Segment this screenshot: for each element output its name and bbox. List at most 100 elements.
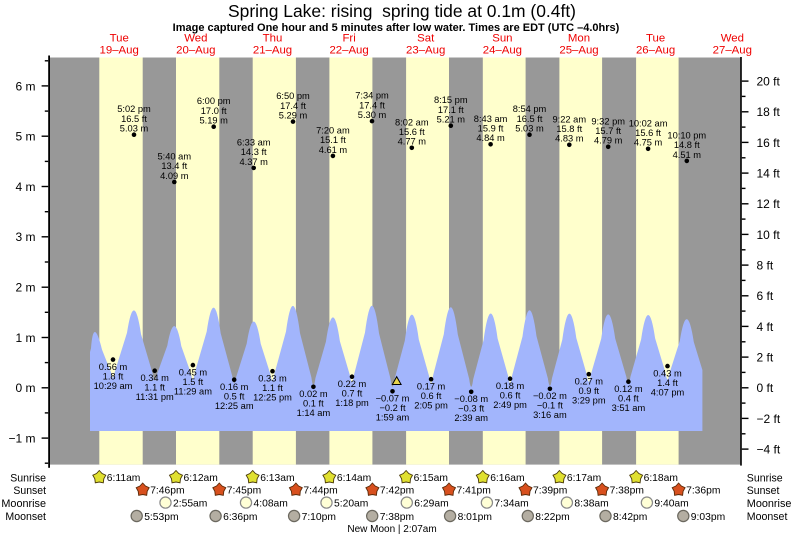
svg-text:7:36pm: 7:36pm	[686, 486, 720, 497]
svg-text:15.1 ft: 15.1 ft	[320, 135, 346, 145]
svg-text:3:29 pm: 3:29 pm	[572, 396, 606, 406]
svg-text:19–Aug: 19–Aug	[100, 45, 139, 57]
svg-text:Spring Lake: rising spring ti: Spring Lake: rising spring tide at 0.1m …	[228, 1, 576, 21]
svg-text:Thu: Thu	[263, 33, 283, 45]
svg-text:Tue: Tue	[110, 33, 129, 45]
svg-text:12 ft: 12 ft	[757, 197, 781, 211]
svg-text:Moonrise: Moonrise	[747, 498, 792, 510]
svg-text:−1 m: −1 m	[8, 432, 35, 446]
svg-text:0.02 m: 0.02 m	[299, 389, 328, 399]
svg-text:−0.2 ft: −0.2 ft	[379, 403, 406, 413]
svg-text:Tue: Tue	[646, 33, 665, 45]
svg-text:18 ft: 18 ft	[757, 105, 781, 119]
svg-text:0.16 m: 0.16 m	[220, 382, 249, 392]
svg-text:15.6 ft: 15.6 ft	[635, 128, 661, 138]
svg-text:0.18 m: 0.18 m	[496, 381, 525, 391]
svg-text:7:10pm: 7:10pm	[302, 512, 336, 523]
svg-text:8:38am: 8:38am	[574, 498, 608, 509]
svg-text:6 ft: 6 ft	[757, 289, 774, 303]
svg-text:6:12am: 6:12am	[184, 473, 218, 484]
svg-text:9:22 am: 9:22 am	[553, 114, 587, 124]
svg-text:−0.07 m: −0.07 m	[376, 394, 410, 404]
svg-text:2 ft: 2 ft	[757, 351, 774, 365]
svg-text:8:15 pm: 8:15 pm	[434, 95, 468, 105]
svg-text:1.5 ft: 1.5 ft	[183, 377, 204, 387]
svg-text:7:34 pm: 7:34 pm	[355, 91, 389, 101]
svg-text:0 ft: 0 ft	[757, 381, 774, 395]
svg-text:0.43 m: 0.43 m	[653, 368, 682, 378]
svg-text:14.8 ft: 14.8 ft	[674, 140, 700, 150]
svg-text:26–Aug: 26–Aug	[636, 45, 675, 57]
svg-text:8:43 am: 8:43 am	[474, 114, 508, 124]
svg-text:0.34 m: 0.34 m	[140, 373, 169, 383]
svg-text:0.9 ft: 0.9 ft	[578, 386, 599, 396]
svg-text:Sunrise: Sunrise	[747, 473, 783, 485]
svg-text:10 ft: 10 ft	[757, 228, 781, 242]
svg-text:0.27 m: 0.27 m	[575, 377, 604, 387]
svg-text:9:40am: 9:40am	[654, 498, 688, 509]
svg-text:Sunrise: Sunrise	[10, 473, 46, 485]
svg-text:5 m: 5 m	[15, 130, 35, 144]
svg-text:5:02 pm: 5:02 pm	[117, 104, 151, 114]
svg-text:1.1 ft: 1.1 ft	[144, 383, 165, 393]
svg-text:New Moon | 2:07am: New Moon | 2:07am	[347, 524, 436, 535]
svg-text:−2 ft: −2 ft	[757, 412, 781, 426]
svg-text:4 m: 4 m	[15, 180, 35, 194]
svg-text:4 ft: 4 ft	[757, 320, 774, 334]
svg-text:11:29 am: 11:29 am	[174, 386, 212, 396]
svg-text:6:17am: 6:17am	[567, 473, 601, 484]
svg-text:4.79 m: 4.79 m	[594, 136, 623, 146]
svg-text:0.56 m: 0.56 m	[99, 362, 128, 372]
svg-text:Sun: Sun	[492, 33, 512, 45]
svg-text:25–Aug: 25–Aug	[559, 45, 598, 57]
svg-text:0.12 m: 0.12 m	[614, 384, 643, 394]
svg-text:5.21 m: 5.21 m	[437, 115, 466, 125]
svg-text:Mon: Mon	[568, 33, 590, 45]
svg-text:1.1 ft: 1.1 ft	[262, 383, 283, 393]
svg-text:6:50 pm: 6:50 pm	[276, 91, 310, 101]
svg-text:Fri: Fri	[342, 33, 355, 45]
svg-text:23–Aug: 23–Aug	[406, 45, 445, 57]
svg-text:Moonrise: Moonrise	[1, 498, 46, 510]
svg-text:0.22 m: 0.22 m	[338, 379, 367, 389]
svg-text:Wed: Wed	[721, 33, 744, 45]
svg-text:5.03 m: 5.03 m	[515, 124, 544, 134]
svg-text:15.7 ft: 15.7 ft	[595, 126, 621, 136]
svg-text:10:10 pm: 10:10 pm	[667, 130, 706, 140]
svg-text:6:36pm: 6:36pm	[223, 512, 257, 523]
svg-text:7:38pm: 7:38pm	[380, 512, 414, 523]
svg-text:12:25 pm: 12:25 pm	[253, 393, 292, 403]
svg-text:8:54 pm: 8:54 pm	[513, 104, 547, 114]
svg-text:4.77 m: 4.77 m	[398, 137, 427, 147]
svg-text:0.17 m: 0.17 m	[417, 382, 446, 392]
svg-text:0.1 ft: 0.1 ft	[303, 399, 324, 409]
svg-text:5.03 m: 5.03 m	[120, 124, 149, 134]
svg-text:4.83 m: 4.83 m	[555, 134, 584, 144]
svg-text:0.4 ft: 0.4 ft	[618, 394, 639, 404]
svg-text:6:29am: 6:29am	[414, 498, 448, 509]
svg-text:Image captured One hour and 5: Image captured One hour and 5 minutes af…	[173, 22, 620, 34]
svg-text:7:42pm: 7:42pm	[380, 486, 414, 497]
svg-text:14.3 ft: 14.3 ft	[241, 147, 267, 157]
svg-text:5:40 am: 5:40 am	[158, 152, 192, 162]
svg-text:9:32 pm: 9:32 pm	[591, 116, 625, 126]
svg-text:Sat: Sat	[417, 33, 435, 45]
svg-text:15.9 ft: 15.9 ft	[478, 124, 504, 134]
svg-text:13.4 ft: 13.4 ft	[161, 161, 187, 171]
svg-text:16.5 ft: 16.5 ft	[517, 114, 543, 124]
svg-text:10:29 am: 10:29 am	[94, 381, 133, 391]
svg-text:0 m: 0 m	[15, 381, 35, 395]
svg-text:6:00 pm: 6:00 pm	[197, 96, 231, 106]
svg-text:22–Aug: 22–Aug	[329, 45, 368, 57]
svg-text:4:07 pm: 4:07 pm	[651, 387, 685, 397]
svg-text:6:15am: 6:15am	[414, 473, 448, 484]
svg-text:15.6 ft: 15.6 ft	[399, 127, 425, 137]
svg-text:7:34am: 7:34am	[494, 498, 528, 509]
svg-text:21–Aug: 21–Aug	[253, 45, 292, 57]
svg-text:1.8 ft: 1.8 ft	[103, 371, 124, 381]
svg-text:0.45 m: 0.45 m	[179, 367, 208, 377]
svg-text:5.19 m: 5.19 m	[199, 116, 228, 126]
svg-text:3:51 am: 3:51 am	[612, 403, 646, 413]
svg-text:Sunset: Sunset	[13, 485, 46, 497]
svg-text:17.4 ft: 17.4 ft	[359, 100, 385, 110]
